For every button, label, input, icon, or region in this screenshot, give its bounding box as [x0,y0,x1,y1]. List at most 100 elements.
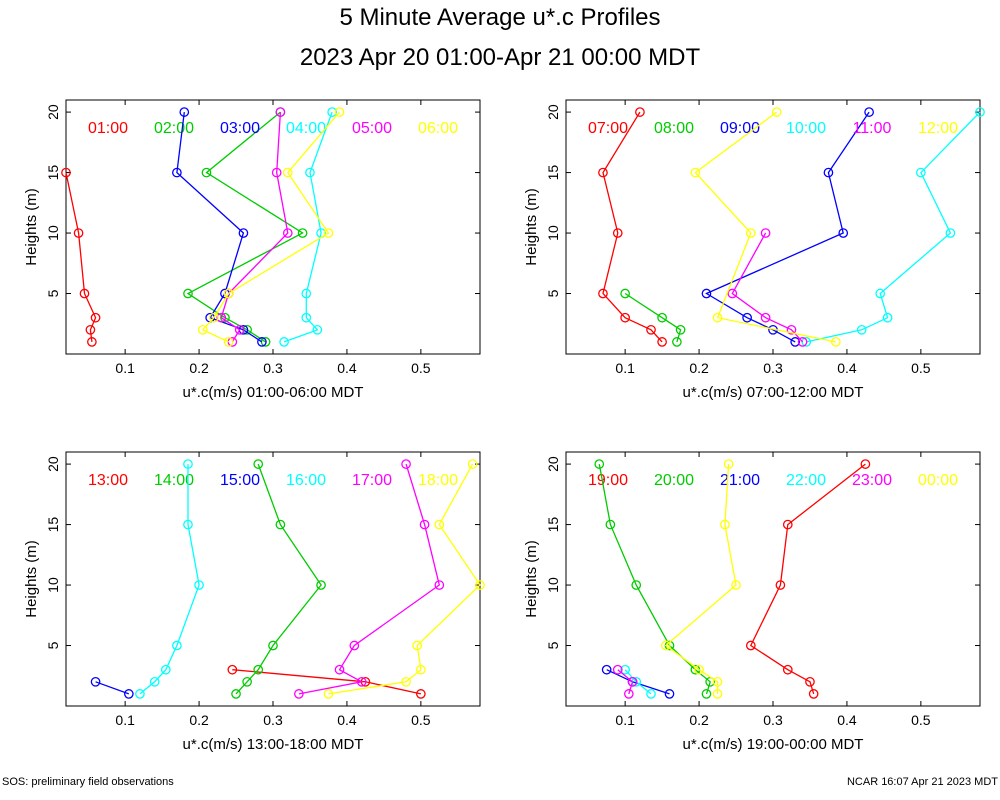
data-point [605,519,616,530]
series-line-1600 [139,464,200,695]
data-point [856,324,867,335]
data-point [631,580,642,590]
data-point [238,228,249,238]
data-point [227,664,238,675]
data-point [183,288,193,299]
data-point [416,664,426,675]
legend-entry: 12:00 [918,120,958,137]
y-tick-label: 15 [545,517,561,533]
data-point [231,689,241,699]
chart-title: 5 Minute Average u*.c Profiles [339,4,661,31]
data-point [635,107,645,117]
data-point [61,167,71,178]
y-tick-label: 20 [545,456,561,472]
y-tick-label: 5 [45,289,61,297]
data-point [257,337,267,347]
x-tick-label: 0.4 [837,360,857,376]
data-point [401,676,411,687]
series-line-0200 [186,111,304,343]
data-point [312,324,323,335]
series-line-0400 [283,111,333,343]
x-tick-label: 0.1 [115,712,135,728]
data-point [271,167,282,178]
data-point [183,459,193,469]
x-tick-label: 0.2 [689,712,709,728]
data-point [623,689,634,699]
data-point [282,167,293,178]
y-tick-label: 5 [545,289,561,297]
data-point [694,664,704,675]
data-point [916,167,926,178]
series-line-1000 [806,111,981,343]
legend-entry: 07:00 [588,120,628,137]
data-point [598,288,608,299]
data-point [301,288,312,299]
data-point [183,519,193,530]
data-point [657,312,667,323]
data-point [275,107,286,117]
x-tick-label: 0.4 [337,360,357,376]
x-axis-label: u*.c(m/s) 13:00-18:00 MDT [183,736,364,753]
legend-entry: 22:00 [786,472,826,489]
y-tick-label: 20 [545,104,561,120]
data-point [323,689,334,699]
series-line-1700 [298,463,441,695]
y-tick-label: 10 [545,577,561,593]
data-point [712,676,723,687]
legend-entry: 03:00 [220,120,260,137]
data-point [416,689,426,699]
data-point [209,312,219,323]
legend-entry: 09:00 [720,120,760,137]
data-point [646,324,656,335]
legend-entry: 04:00 [286,120,326,137]
legend-entry: 23:00 [852,472,892,489]
series-line-1500 [95,681,130,695]
data-point [434,580,445,590]
x-tick-label: 0.3 [263,712,283,728]
legend-entry: 19:00 [588,472,628,489]
y-tick-label: 10 [45,577,61,593]
data-point [701,689,712,699]
data-point [197,324,208,335]
legend-entry: 21:00 [720,472,760,489]
data-point [79,288,90,299]
data-point [327,107,337,117]
data-point [85,324,96,335]
data-point [194,580,204,590]
legend-entry: 10:00 [786,120,826,137]
data-point [349,640,360,651]
data-point [701,288,712,299]
data-point [830,337,841,347]
data-point [297,228,308,238]
data-point [419,519,430,530]
data-point [838,228,849,238]
legend-entry: 00:00 [918,472,958,489]
data-point [760,312,771,323]
data-point [179,107,190,117]
data-point [975,107,985,117]
data-point [823,167,834,178]
y-axis-label: Heights (m) [23,540,40,618]
x-tick-label: 0.1 [615,360,635,376]
y-tick-label: 20 [45,456,61,472]
chart-subtitle: 2023 Apr 20 01:00-Apr 21 00:00 MDT [299,44,701,71]
data-point [786,324,797,335]
series-line-0000 [664,464,737,694]
data-point [305,167,315,178]
data-point [782,519,793,530]
data-point [149,676,160,687]
plot-frame-0 [65,99,481,355]
data-point [620,288,630,299]
data-point [334,664,345,675]
data-point [467,459,478,469]
data-point [675,324,686,335]
data-point [664,689,675,699]
legend-entry: 16:00 [286,472,326,489]
legend-entry: 05:00 [352,120,392,137]
x-tick-label: 0.2 [189,360,209,376]
data-point [690,167,701,178]
legend-entry: 20:00 [654,472,694,489]
data-point [657,337,667,347]
y-axis-label: Heights (m) [523,188,540,266]
